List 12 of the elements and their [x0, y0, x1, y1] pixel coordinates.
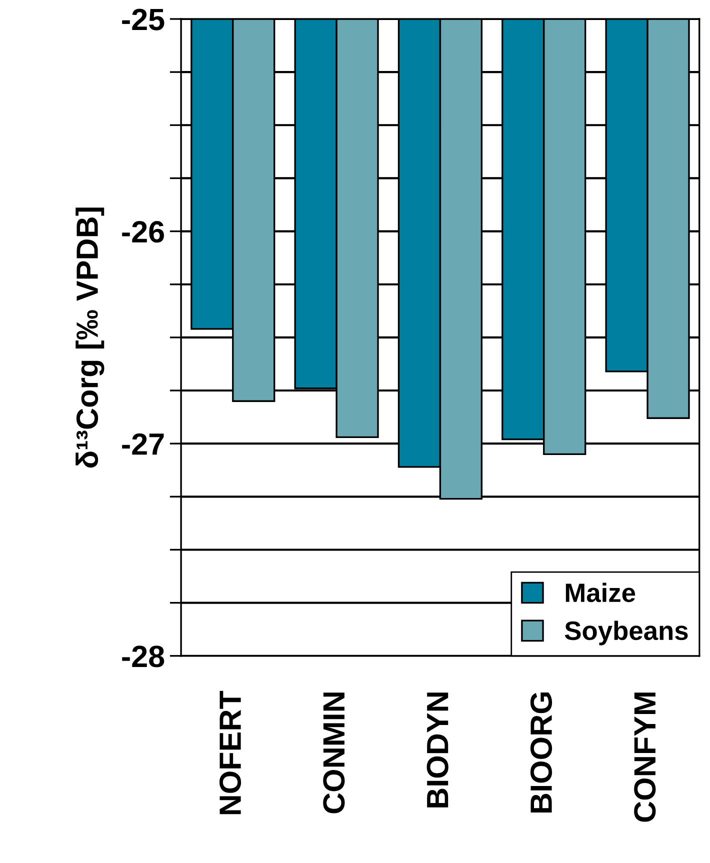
legend-label: Maize [566, 582, 636, 602]
x-tick-label: BIODYN [426, 692, 448, 808]
x-tick-label: CONMIN [323, 692, 345, 814]
y-axis-title: δ¹³Corg [‰ VPDB] [76, 208, 104, 468]
x-tick-label: NOFERT [219, 690, 242, 814]
legend-label: Soybeans [564, 620, 688, 646]
y-tick-label: -27 [122, 433, 164, 455]
y-tick-label: -26 [122, 221, 164, 243]
x-tick-label: BIOORG [530, 692, 552, 812]
x-tick-label: CONFYM [634, 692, 656, 822]
y-tick-label: -28 [122, 646, 164, 668]
y-tick-label: -25 [122, 8, 164, 30]
